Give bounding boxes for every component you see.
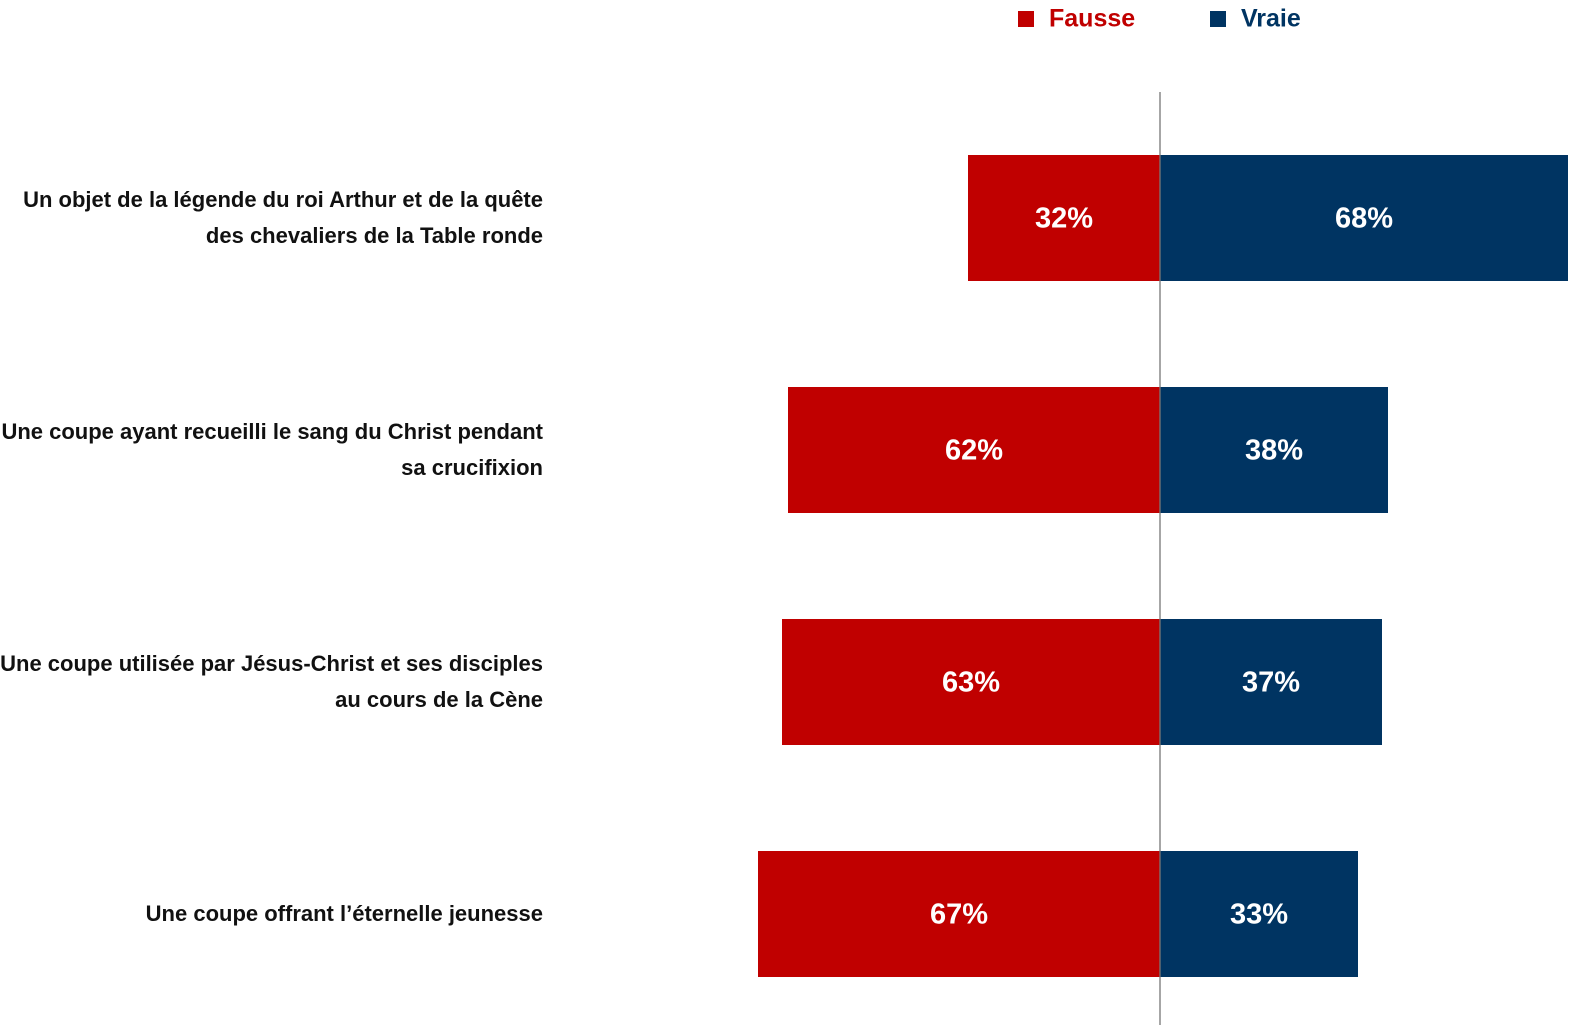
data-label: 68%: [1335, 203, 1393, 235]
data-label: 63%: [942, 667, 1000, 699]
data-label: 37%: [1242, 667, 1300, 699]
category-label: Une coupe offrant l’éternelle jeunesse: [145, 901, 543, 926]
bar: [968, 155, 1160, 281]
bar: [1160, 619, 1382, 745]
legend-label: Fausse: [1049, 5, 1135, 33]
data-label: 38%: [1245, 435, 1303, 467]
category-label: Un objet de la légende du roi Arthur et …: [23, 187, 543, 248]
bar: [782, 619, 1160, 745]
bar: [1160, 387, 1388, 513]
data-label: 67%: [930, 899, 988, 931]
legend-label: Vraie: [1241, 5, 1301, 33]
bar: [788, 387, 1160, 513]
data-label: 62%: [945, 435, 1003, 467]
data-label: 33%: [1230, 899, 1288, 931]
legend-swatch: [1210, 11, 1226, 27]
data-label: 32%: [1035, 203, 1093, 235]
bar: [1160, 155, 1568, 281]
bar: [1160, 851, 1358, 977]
bar: [758, 851, 1160, 977]
legend-swatch: [1018, 11, 1034, 27]
category-label: Une coupe ayant recueilli le sang du Chr…: [1, 419, 543, 480]
category-label: Une coupe utilisée par Jésus-Christ et s…: [0, 651, 543, 712]
